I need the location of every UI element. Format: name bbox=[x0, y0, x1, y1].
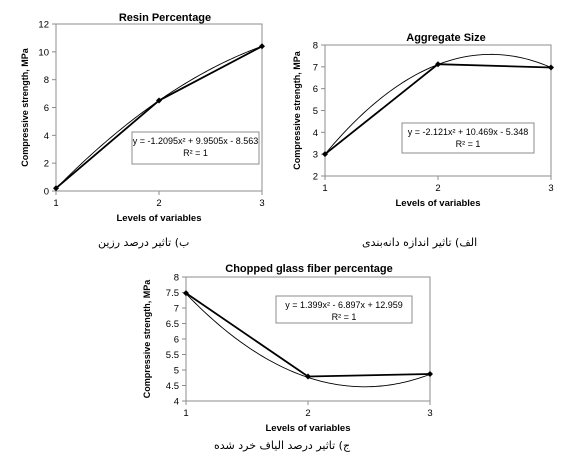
chart-title: Chopped glass fiber percentage bbox=[225, 263, 392, 275]
equation-box bbox=[131, 131, 260, 165]
y-tick-label: 3 bbox=[313, 150, 318, 161]
x-tick-label: 1 bbox=[322, 183, 327, 194]
data-point bbox=[435, 61, 441, 68]
y-tick-label: 6 bbox=[174, 335, 179, 346]
r-squared-label: R² = 1 bbox=[456, 139, 481, 149]
y-tick-label: 4 bbox=[174, 397, 179, 408]
x-tick-label: 2 bbox=[156, 198, 161, 209]
y-axis-label: Compressive strength, MPa bbox=[292, 50, 302, 170]
equation-box bbox=[401, 122, 535, 154]
chart-panel-3: Chopped glass fiber percentage 4 4.5 5 5.5 6 6… bbox=[142, 263, 433, 434]
y-tick-label: 5.5 bbox=[166, 350, 179, 361]
chart-title: Aggregate Size bbox=[406, 32, 485, 44]
data-point bbox=[427, 371, 433, 378]
data-point bbox=[259, 43, 265, 50]
y-tick-label: 12 bbox=[38, 20, 49, 31]
y-tick-label: 6.5 bbox=[166, 319, 179, 330]
y-tick-label: 7.5 bbox=[166, 288, 179, 299]
r-squared-label: R² = 1 bbox=[332, 312, 357, 322]
y-tick-label: 8 bbox=[44, 75, 49, 86]
equation-label: y = -1.2095x² + 9.9505x - 8.563 bbox=[133, 136, 259, 146]
y-tick-label: 8 bbox=[174, 273, 179, 284]
y-tick-label: 5 bbox=[313, 106, 318, 117]
y-tick-label: 2 bbox=[44, 159, 49, 170]
r-squared-label: R² = 1 bbox=[183, 148, 208, 158]
x-tick-label: 1 bbox=[183, 408, 188, 419]
caption-resin: ب) تاثیر درصد رزین bbox=[98, 236, 190, 249]
data-point bbox=[53, 185, 59, 192]
data-point bbox=[548, 64, 554, 71]
data-point bbox=[156, 97, 162, 104]
x-tick-label: 3 bbox=[427, 408, 432, 419]
y-tick-label: 7 bbox=[313, 62, 318, 73]
caption-fiber: ج) تاثیر درصد الیاف خرد شده bbox=[214, 439, 351, 452]
data-point bbox=[322, 151, 328, 158]
y-tick-label: 5 bbox=[174, 366, 179, 377]
x-tick-label: 1 bbox=[53, 198, 58, 209]
y-tick-label: 6 bbox=[313, 84, 318, 95]
data-point bbox=[183, 290, 189, 297]
x-axis-label: Levels of variables bbox=[265, 423, 350, 434]
y-tick-label: 4 bbox=[313, 128, 318, 139]
y-tick-label: 0 bbox=[44, 187, 49, 198]
data-point bbox=[305, 373, 311, 380]
chart-title: Resin Percentage bbox=[119, 12, 211, 24]
equation-box bbox=[275, 295, 413, 324]
caption-aggregate: الف) تاثیر اندازه دانه‌بندی bbox=[362, 236, 478, 249]
y-tick-label: 2 bbox=[313, 172, 318, 183]
x-tick-label: 2 bbox=[435, 183, 440, 194]
x-tick-label: 2 bbox=[305, 408, 310, 419]
y-tick-label: 10 bbox=[38, 47, 49, 58]
plot-area bbox=[55, 23, 263, 192]
x-axis-label: Levels of variables bbox=[116, 213, 201, 224]
equation-label: y = 1.399x² - 6.897x + 12.959 bbox=[285, 300, 403, 310]
y-tick-label: 8 bbox=[313, 41, 318, 52]
y-tick-label: 4.5 bbox=[166, 381, 179, 392]
y-axis-label: Compressive strength, MPa bbox=[20, 47, 30, 167]
x-axis-label: Levels of variables bbox=[395, 198, 480, 209]
x-tick-label: 3 bbox=[259, 198, 264, 209]
equation-label: y = -2.121x² + 10.469x - 5.348 bbox=[408, 127, 529, 137]
y-tick-label: 4 bbox=[44, 131, 49, 142]
x-tick-label: 3 bbox=[548, 183, 553, 194]
y-axis-label: Compressive strength, MPa bbox=[142, 279, 152, 399]
y-tick-label: 6 bbox=[44, 103, 49, 114]
y-tick-label: 7 bbox=[174, 304, 179, 315]
